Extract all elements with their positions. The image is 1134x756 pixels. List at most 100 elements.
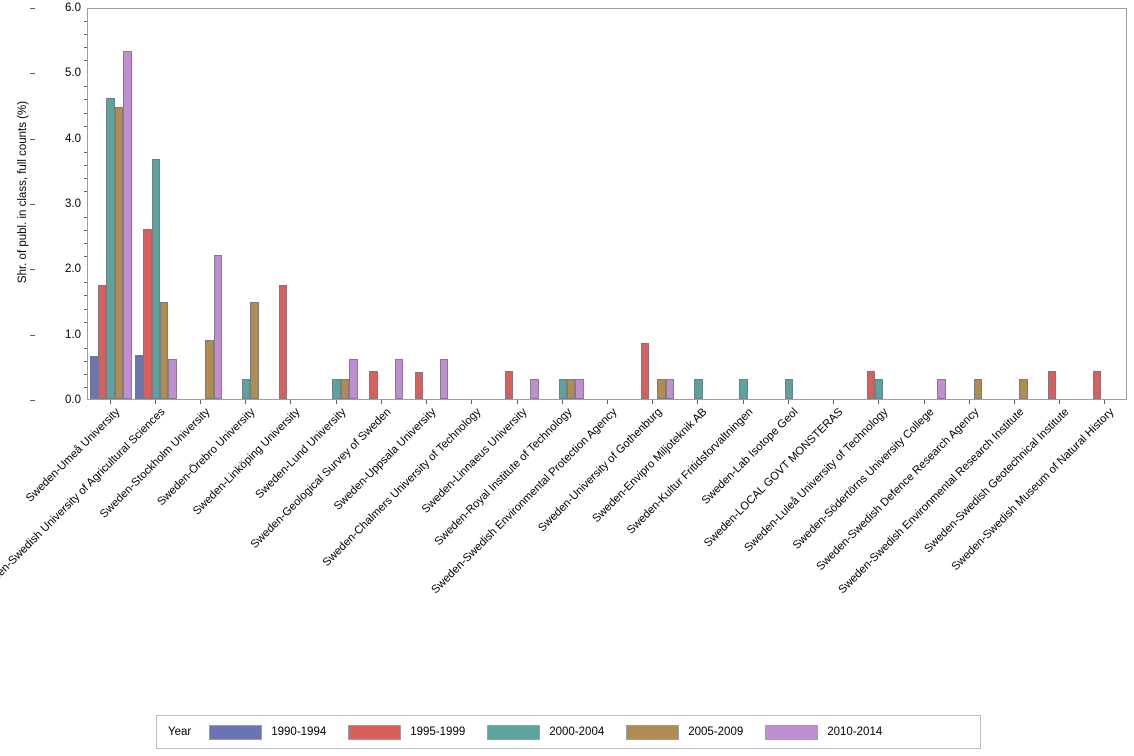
bar bbox=[143, 229, 152, 399]
bar bbox=[558, 378, 567, 399]
y-axis-tick-mark bbox=[30, 138, 35, 140]
x-axis-tick-mark bbox=[471, 400, 473, 404]
legend-title: Year bbox=[168, 726, 192, 738]
legend-label: 2005-2009 bbox=[688, 726, 744, 738]
bar bbox=[213, 255, 223, 399]
legend-swatch bbox=[209, 724, 263, 740]
legend-item[interactable]: 2000-2004 bbox=[487, 724, 605, 740]
bar bbox=[657, 378, 666, 399]
y-axis-tick-mark bbox=[30, 400, 35, 401]
bar bbox=[875, 378, 884, 399]
legend-item[interactable]: 2005-2009 bbox=[626, 724, 744, 740]
x-axis-tick-mark bbox=[245, 400, 247, 404]
y-axis-tick-mark bbox=[30, 334, 35, 336]
legend-swatch bbox=[765, 724, 819, 740]
y-axis-tick-label: 6.0 bbox=[30, 2, 81, 14]
legend-item[interactable]: 1990-1994 bbox=[209, 724, 326, 740]
x-axis-tick-mark bbox=[561, 400, 563, 404]
bar bbox=[89, 355, 98, 399]
y-axis-tick-mark bbox=[30, 269, 35, 271]
y-axis-minor-tick bbox=[84, 99, 87, 101]
bar bbox=[205, 340, 214, 399]
bar bbox=[575, 378, 584, 399]
y-axis-minor-tick bbox=[84, 373, 87, 375]
x-axis-tick-label: Sweden-Umeå University bbox=[23, 406, 123, 505]
y-axis-tick-label: 3.0 bbox=[30, 198, 81, 210]
bar bbox=[134, 355, 144, 399]
y-axis-minor-tick bbox=[84, 190, 87, 192]
y-axis-minor-tick bbox=[84, 282, 87, 284]
bar bbox=[739, 378, 748, 399]
bar bbox=[665, 378, 675, 399]
bar bbox=[414, 371, 423, 399]
x-axis-tick-mark bbox=[200, 400, 202, 404]
x-axis-tick-mark bbox=[833, 400, 835, 404]
y-axis-tick-label: 2.0 bbox=[30, 263, 81, 275]
bar bbox=[694, 378, 703, 399]
x-axis-tick-mark bbox=[109, 400, 111, 404]
y-axis-minor-tick bbox=[84, 151, 87, 153]
y-axis-tick-mark bbox=[30, 73, 35, 75]
y-axis-minor-tick bbox=[84, 386, 87, 388]
bar bbox=[250, 301, 259, 399]
bar bbox=[973, 378, 983, 399]
x-axis-tick-mark bbox=[787, 400, 789, 404]
bar bbox=[394, 358, 403, 399]
x-axis-tick-mark bbox=[1013, 400, 1015, 404]
bar bbox=[123, 50, 132, 399]
y-axis-tick-label: 5.0 bbox=[30, 67, 81, 79]
bar bbox=[640, 342, 649, 399]
y-axis-title: Shr. of publ. in class, full counts (%) bbox=[17, 100, 29, 284]
legend-item[interactable]: 2010-2014 bbox=[765, 724, 883, 740]
plot-inner bbox=[88, 9, 1126, 399]
x-axis-tick-label: Sweden-Chalmers University of Technology bbox=[320, 406, 484, 569]
y-axis-minor-tick bbox=[84, 34, 87, 36]
y-axis-minor-tick bbox=[84, 125, 87, 127]
legend-label: 2000-2004 bbox=[549, 726, 605, 738]
legend-label: 2010-2014 bbox=[827, 726, 883, 738]
y-axis-minor-tick bbox=[84, 177, 87, 179]
x-axis-tick-mark bbox=[878, 400, 880, 404]
y-axis-minor-tick bbox=[84, 347, 87, 349]
bar bbox=[151, 158, 161, 399]
bar bbox=[332, 378, 341, 399]
x-axis-tick-mark bbox=[652, 400, 654, 404]
x-axis-tick-mark bbox=[154, 400, 156, 404]
x-axis-tick-mark bbox=[968, 400, 970, 404]
y-axis-minor-tick bbox=[84, 60, 87, 62]
bar bbox=[439, 358, 449, 399]
x-axis-tick-mark bbox=[380, 400, 382, 404]
legend-swatch bbox=[487, 724, 541, 740]
bar bbox=[168, 358, 177, 399]
x-axis-tick-mark bbox=[742, 400, 744, 404]
y-axis-tick-label: 1.0 bbox=[30, 329, 81, 341]
bar bbox=[106, 98, 115, 399]
bar bbox=[504, 370, 514, 399]
y-axis-minor-tick bbox=[84, 243, 87, 245]
x-axis-tick-mark bbox=[1059, 400, 1061, 404]
y-axis-tick-mark bbox=[30, 8, 35, 9]
x-axis-tick-mark bbox=[697, 400, 699, 404]
bar bbox=[1047, 370, 1056, 399]
x-axis-tick-label: Sweden-Swedish Defence Research Agency bbox=[814, 406, 982, 574]
bar bbox=[566, 378, 576, 399]
legend-item[interactable]: 1995-1999 bbox=[348, 724, 465, 740]
x-axis-tick-mark bbox=[1104, 400, 1106, 404]
y-axis-tick-label: 4.0 bbox=[30, 133, 81, 145]
bar bbox=[278, 285, 288, 399]
legend-swatch bbox=[348, 724, 402, 740]
bar bbox=[340, 378, 350, 399]
bar bbox=[1019, 378, 1028, 399]
x-axis-tick-mark bbox=[426, 400, 428, 404]
y-axis-minor-tick bbox=[84, 86, 87, 88]
x-axis-tick-label: Sweden-Lund University bbox=[253, 406, 349, 502]
legend: Year 1990-1994 1995-1999 2000-2004 2005-200… bbox=[156, 715, 981, 749]
bar bbox=[114, 106, 124, 399]
bar bbox=[349, 358, 358, 399]
y-axis-minor-tick bbox=[84, 164, 87, 166]
y-axis-minor-tick bbox=[84, 256, 87, 258]
y-axis-minor-tick bbox=[84, 295, 87, 297]
y-axis-minor-tick bbox=[84, 360, 87, 362]
y-axis-tick-mark bbox=[30, 204, 35, 205]
